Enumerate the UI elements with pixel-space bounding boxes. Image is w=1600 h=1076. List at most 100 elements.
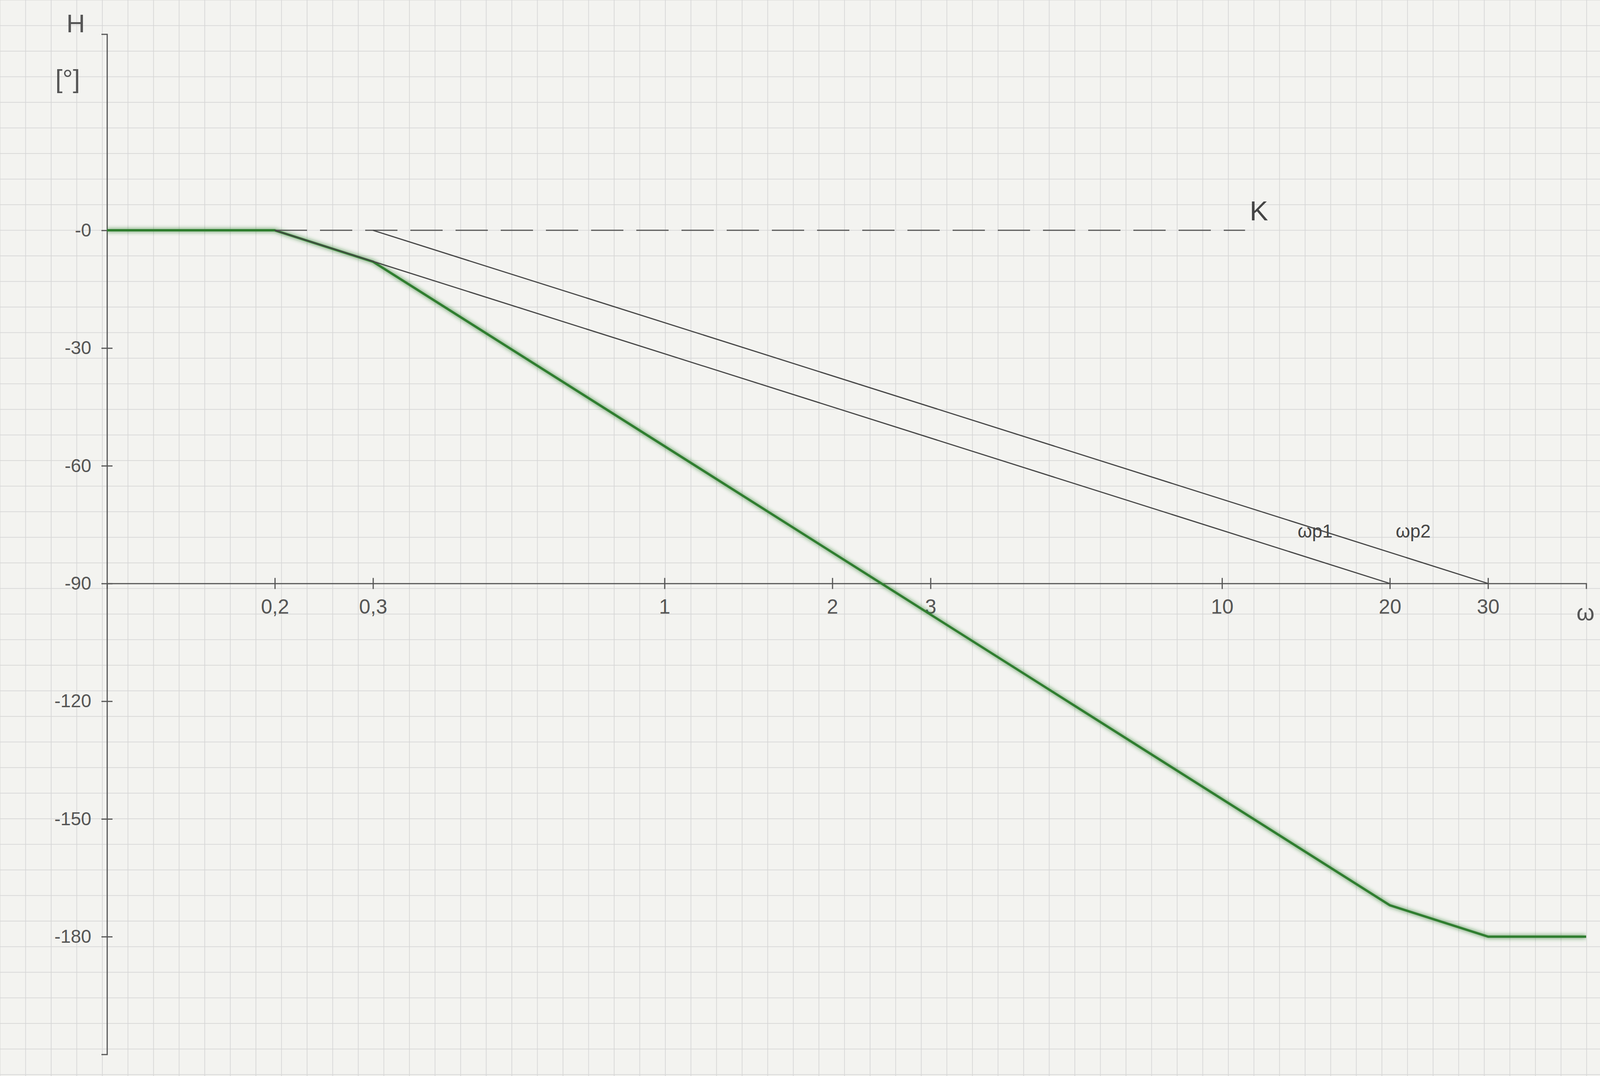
x-tick-label: 0,3 (359, 595, 388, 618)
paper-line (0, 204, 1600, 206)
paper-line (946, 0, 948, 1076)
paper-line (0, 639, 1600, 641)
paper-line (1202, 0, 1204, 1076)
paper-line (434, 0, 436, 1076)
paper-line (204, 0, 206, 1076)
paper-line (1381, 0, 1383, 1076)
paper-line (818, 0, 820, 1076)
x-tick: 0,2 (260, 578, 290, 618)
paper-line (639, 0, 641, 1076)
paper-line (0, 920, 1600, 922)
paper-line (50, 0, 52, 1076)
paper-line (869, 0, 871, 1076)
series-line (106, 230, 1587, 937)
paper-line (1100, 0, 1102, 1076)
paper-line (1253, 0, 1255, 1076)
paper-line (153, 0, 155, 1076)
paper-line (971, 0, 973, 1076)
paper-line (1151, 0, 1153, 1076)
paper-line (0, 946, 1600, 948)
paper-line (255, 0, 257, 1076)
paper-line (0, 1074, 1600, 1076)
paper-line (0, 537, 1600, 539)
y-axis-line (101, 34, 108, 1055)
x-tick: 1 (658, 578, 670, 618)
paper-line (0, 767, 1600, 769)
y-tick-mark (101, 818, 113, 821)
paper-line (895, 0, 897, 1076)
y-tick: -180 (54, 926, 113, 947)
paper-line (0, 613, 1600, 615)
paper-line (76, 0, 78, 1076)
y-tick-mark (101, 465, 113, 468)
paper-line (0, 178, 1600, 180)
x-tick-label: 30 (1476, 595, 1500, 618)
paper-line (0, 971, 1600, 973)
y-tick-mark (101, 583, 113, 585)
y-tick-label: -90 (64, 573, 92, 594)
paper-line (0, 818, 1600, 820)
paper-line (1458, 0, 1460, 1076)
x-tick-label: 1 (658, 595, 670, 618)
paper-line (1176, 0, 1178, 1076)
paper-line (0, 383, 1600, 385)
x-tick-label: 2 (826, 595, 838, 618)
paper-line (25, 0, 27, 1076)
series-line (373, 230, 1488, 584)
paper-line (0, 588, 1600, 590)
y-tick-label: -30 (64, 337, 92, 358)
paper-line (1586, 0, 1588, 1076)
paper-line (1125, 0, 1127, 1076)
paper-line (0, 434, 1600, 436)
y-tick: -120 (54, 690, 113, 712)
paper-line (0, 332, 1600, 334)
paper-line (511, 0, 513, 1076)
series-line (274, 230, 1390, 584)
paper-line (1509, 0, 1511, 1076)
paper-line (1356, 0, 1358, 1076)
y-axis: -0-30-60-90-120-150-180 (54, 34, 113, 1055)
paper-line (0, 153, 1600, 155)
y-tick: -90 (64, 573, 113, 594)
x-tick: 0,3 (359, 578, 388, 618)
x-tick-mark (663, 578, 666, 590)
paper-line (1048, 0, 1050, 1076)
series-line (274, 229, 1245, 232)
paper-line (0, 408, 1600, 410)
paper-line (0, 690, 1600, 692)
paper-line (281, 0, 283, 1076)
paper-line (0, 485, 1600, 487)
plot-area (106, 230, 1587, 937)
y-tick: -30 (64, 337, 113, 358)
paper-line (0, 511, 1600, 513)
paper-line (0, 101, 1600, 103)
y-tick: -150 (54, 808, 113, 830)
paper-line (690, 0, 692, 1076)
paper-line (0, 25, 1600, 27)
y-tick-label: -0 (74, 219, 92, 241)
paper-line (408, 0, 410, 1076)
paper-line (920, 0, 922, 1076)
paper-line (0, 460, 1600, 462)
paper-line (0, 1048, 1600, 1050)
y-tick-label: -150 (54, 808, 92, 830)
x-tick: 30 (1476, 578, 1500, 618)
paper-line (562, 0, 564, 1076)
series-label: ωp2 (1395, 521, 1431, 542)
paper-line (537, 0, 539, 1076)
x-axis-title: ω (1576, 599, 1595, 626)
x-tick-mark (274, 578, 276, 590)
paper-line (0, 1023, 1600, 1025)
x-axis: 0,20,3123102030 (107, 578, 1587, 618)
paper-line (1227, 0, 1229, 1076)
x-axis-line (107, 583, 1587, 590)
y-tick-mark (101, 700, 113, 703)
x-tick-label: 10 (1210, 595, 1234, 618)
paper-line (0, 664, 1600, 666)
paper-line (0, 281, 1600, 283)
paper-line (383, 0, 385, 1076)
paper-line (178, 0, 180, 1076)
y-tick-label: -120 (54, 690, 92, 712)
series-label: ωp1 (1297, 521, 1333, 542)
series-label: K (1249, 195, 1269, 227)
